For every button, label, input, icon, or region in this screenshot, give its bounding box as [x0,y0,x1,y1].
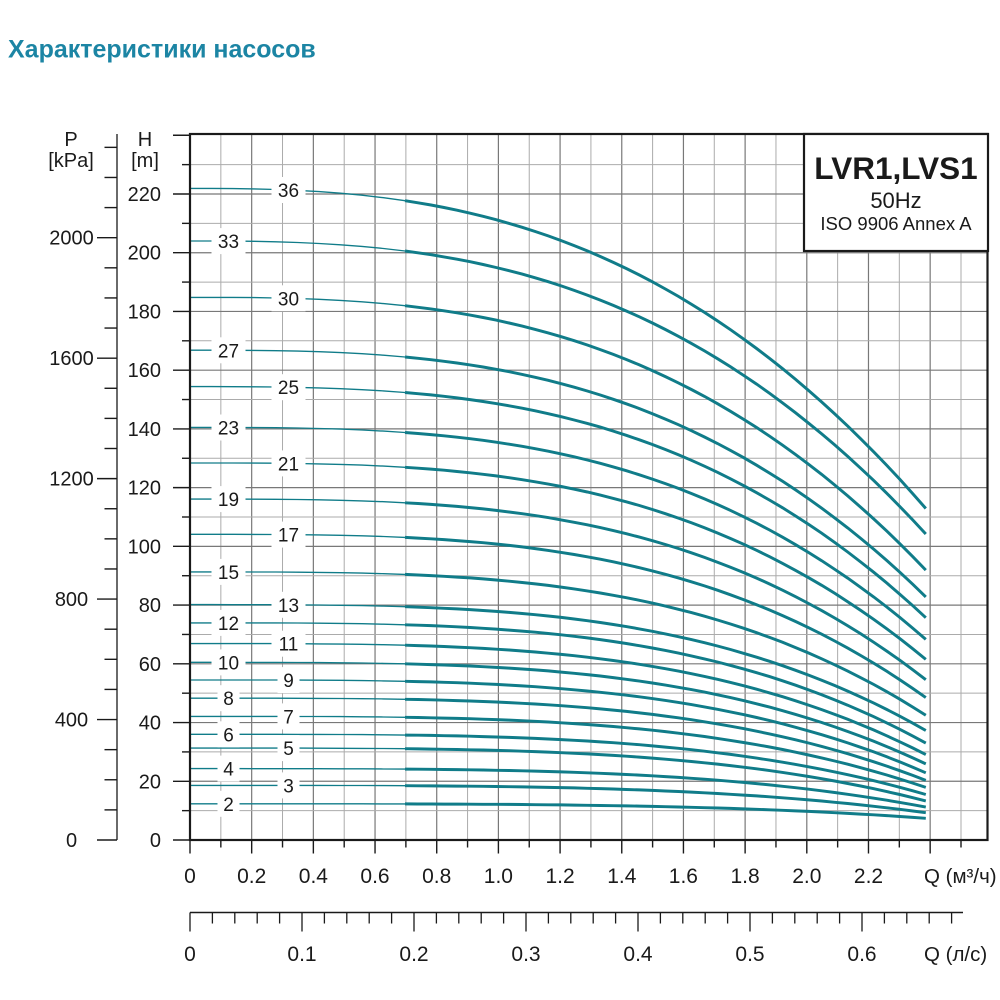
svg-text:0.5: 0.5 [735,943,764,966]
svg-text:7: 7 [283,707,294,728]
svg-text:60: 60 [139,654,161,676]
svg-text:0.3: 0.3 [511,943,540,966]
svg-text:19: 19 [218,490,239,511]
svg-text:H: H [138,129,152,151]
svg-text:8: 8 [223,689,234,710]
svg-text:Q (л/с): Q (л/с) [924,943,987,966]
svg-text:11: 11 [279,635,299,656]
svg-text:17: 17 [278,526,299,547]
svg-text:120: 120 [128,478,161,500]
svg-text:0.1: 0.1 [287,943,316,966]
svg-text:160: 160 [128,360,161,382]
svg-text:Характеристики насосов: Характеристики насосов [8,36,316,64]
svg-text:[m]: [m] [131,150,159,172]
svg-text:220: 220 [128,184,161,206]
svg-text:4: 4 [223,760,234,781]
svg-text:36: 36 [278,181,299,202]
svg-text:27: 27 [218,341,239,362]
svg-text:0: 0 [184,943,196,966]
svg-text:1.6: 1.6 [669,865,698,888]
svg-text:0: 0 [66,830,77,852]
svg-text:5: 5 [283,739,294,760]
svg-text:1.2: 1.2 [545,865,574,888]
svg-text:30: 30 [278,289,299,310]
svg-text:15: 15 [218,563,239,584]
svg-text:2: 2 [223,795,234,816]
svg-text:800: 800 [55,589,88,611]
svg-text:25: 25 [278,378,299,399]
svg-text:1600: 1600 [49,348,94,370]
svg-text:0.2: 0.2 [237,865,266,888]
svg-text:0.8: 0.8 [422,865,451,888]
svg-text:ISO 9906 Annex A: ISO 9906 Annex A [820,213,972,234]
svg-text:Q (м³/ч): Q (м³/ч) [924,865,997,888]
svg-text:40: 40 [139,713,161,735]
svg-text:0.2: 0.2 [399,943,428,966]
svg-text:0.6: 0.6 [847,943,876,966]
svg-text:180: 180 [128,301,161,323]
svg-text:LVR1,LVS1: LVR1,LVS1 [814,150,977,186]
svg-text:0.4: 0.4 [623,943,653,966]
svg-text:1.8: 1.8 [730,865,759,888]
svg-text:2000: 2000 [49,228,94,250]
svg-text:9: 9 [283,671,294,692]
svg-text:20: 20 [139,771,161,793]
svg-text:10: 10 [218,653,239,674]
svg-text:12: 12 [218,614,239,635]
svg-text:6: 6 [223,725,234,746]
svg-text:140: 140 [128,419,161,441]
svg-text:200: 200 [128,243,161,265]
svg-text:0.6: 0.6 [360,865,389,888]
svg-text:400: 400 [55,710,88,732]
svg-text:100: 100 [128,536,161,558]
svg-text:2.2: 2.2 [854,865,883,888]
svg-text:3: 3 [283,776,294,797]
svg-text:1.0: 1.0 [484,865,513,888]
svg-text:[kPa]: [kPa] [48,150,94,172]
svg-text:80: 80 [139,595,161,617]
svg-text:P: P [64,129,77,151]
svg-text:0.4: 0.4 [299,865,329,888]
svg-text:0: 0 [184,865,196,888]
svg-text:33: 33 [218,232,239,253]
svg-text:2.0: 2.0 [792,865,821,888]
svg-text:21: 21 [278,454,299,475]
svg-text:13: 13 [278,596,299,617]
svg-text:23: 23 [218,419,239,440]
svg-text:50Hz: 50Hz [870,188,921,213]
svg-text:1.4: 1.4 [607,865,637,888]
svg-text:1200: 1200 [49,469,94,491]
svg-text:0: 0 [150,830,161,852]
